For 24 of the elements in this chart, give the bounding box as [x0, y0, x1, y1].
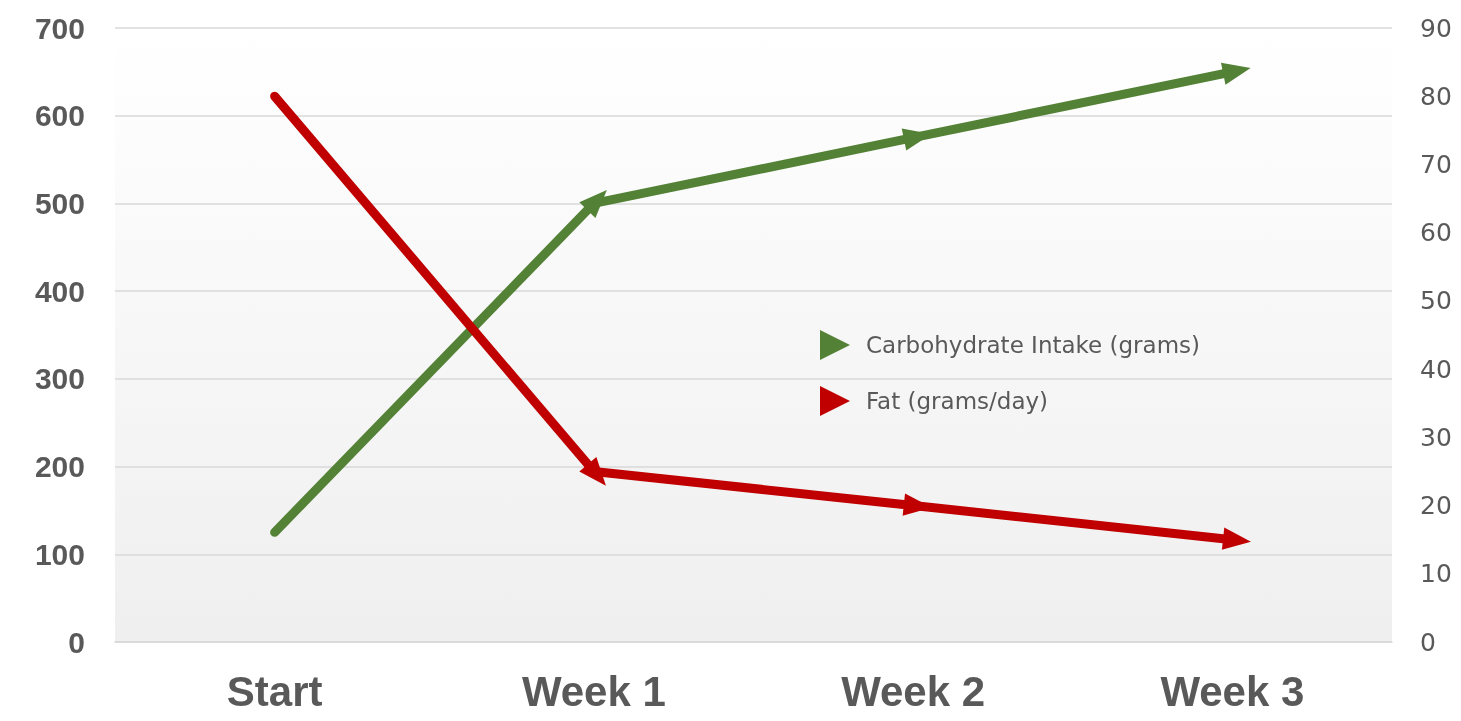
y-tick-label: 400: [34, 274, 85, 308]
y2-tick-label: 60: [1420, 218, 1452, 248]
y2-tick-label: 0: [1420, 627, 1436, 657]
x-tick-label: Start: [226, 667, 323, 715]
legend-label: Carbohydrate Intake (grams): [866, 332, 1201, 358]
y-tick-label: 300: [34, 362, 85, 396]
legend-label: Fat (grams/day): [866, 388, 1049, 414]
y-tick-label: 200: [34, 450, 85, 484]
x-tick-label: Week 2: [841, 667, 986, 715]
y2-tick-label: 80: [1420, 81, 1452, 111]
y2-tick-label: 20: [1420, 491, 1452, 521]
y-tick-label: 500: [34, 186, 85, 220]
y-tick-label: 0: [68, 625, 85, 659]
y2-tick-label: 50: [1420, 286, 1452, 316]
y2-tick-label: 40: [1420, 354, 1452, 384]
y2-tick-label: 10: [1420, 559, 1452, 589]
x-tick-label: Week 1: [521, 667, 666, 715]
y2-tick-label: 90: [1420, 13, 1452, 43]
y2-tick-label: 30: [1420, 422, 1452, 452]
y-tick-label: 100: [34, 537, 85, 571]
y-tick-label: 600: [34, 99, 85, 133]
x-tick-label: Week 3: [1160, 667, 1305, 715]
y2-tick-label: 70: [1420, 149, 1452, 179]
y-tick-label: 700: [34, 11, 85, 45]
